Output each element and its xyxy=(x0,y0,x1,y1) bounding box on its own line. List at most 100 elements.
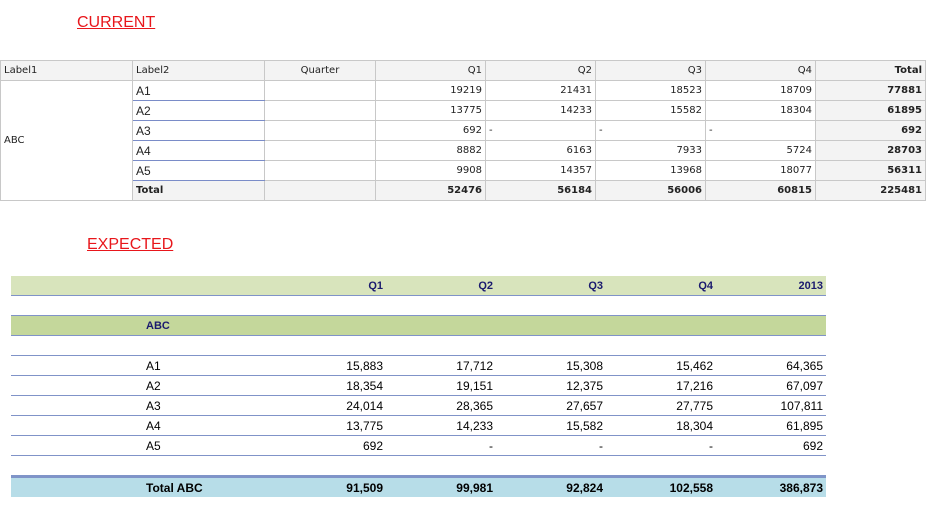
total-row: Total 52476 56184 56006 60815 225481 xyxy=(1,180,926,201)
spacer-cell xyxy=(276,455,386,477)
table-row: ABC A1 19219 21431 18523 18709 77881 xyxy=(0,80,926,201)
quarter-cell xyxy=(264,140,376,161)
header-blank xyxy=(11,276,276,296)
table-row: A3 24,014 28,365 27,657 27,775 107,811 xyxy=(11,395,826,416)
value-cell: 64,365 xyxy=(716,355,826,376)
spacer-row xyxy=(11,455,826,477)
value-cell: 13968 xyxy=(595,160,706,181)
column-header: Label2 xyxy=(132,60,265,81)
header-row: Label1 Label2 Quarter Q1 Q2 Q3 Q4 Total xyxy=(0,60,926,81)
spacer-cell xyxy=(276,295,386,316)
total-cell: 99,981 xyxy=(386,475,496,497)
value-cell: - xyxy=(705,120,816,141)
column-header: Total xyxy=(815,60,926,81)
value-cell: 15,462 xyxy=(606,355,716,376)
value-cell: 15,582 xyxy=(496,415,606,436)
quarter-cell xyxy=(264,80,376,101)
spacer-row xyxy=(11,335,826,356)
table-row: A3 692- - -692 xyxy=(1,120,926,141)
header-row: Q1 Q2 Q3 Q4 2013 xyxy=(11,276,826,296)
group-cell xyxy=(276,315,386,336)
column-header: 2013 xyxy=(716,276,826,296)
value-cell: 15,883 xyxy=(276,355,386,376)
column-header: Label1 xyxy=(0,60,133,81)
value-cell: 18523 xyxy=(595,80,706,101)
value-cell: - xyxy=(496,435,606,456)
spacer-cell xyxy=(496,295,606,316)
row-total: 77881 xyxy=(815,80,926,101)
table-row: A4 13,775 14,233 15,582 18,304 61,895 xyxy=(11,415,826,436)
value-cell: 13775 xyxy=(375,100,486,121)
row-label: A4 xyxy=(11,415,276,436)
row-label-2: A4 xyxy=(132,140,265,161)
value-cell: 17,216 xyxy=(606,375,716,396)
group-cell xyxy=(386,315,496,336)
value-cell: 107,811 xyxy=(716,395,826,416)
table-row: A2 18,354 19,151 12,375 17,216 67,097 xyxy=(11,375,826,396)
row-label-2: A3 xyxy=(132,120,265,141)
row-label-2: Total xyxy=(132,180,265,201)
grand-total: 225481 xyxy=(815,180,926,201)
value-cell: - xyxy=(606,435,716,456)
total-cell: 102,558 xyxy=(606,475,716,497)
spacer-cell xyxy=(496,455,606,477)
table-row: A4 8882 6163 7933 5724 28703 xyxy=(1,140,926,161)
spacer-cell xyxy=(386,335,496,356)
column-header: Q3 xyxy=(496,276,606,296)
expected-report-table: Q1 Q2 Q3 Q4 2013 ABC A1 15,883 17,712 15,308 15,46… xyxy=(11,276,826,497)
value-cell: 14357 xyxy=(485,160,596,181)
row-label: A3 xyxy=(11,395,276,416)
row-label-2: A1 xyxy=(132,80,265,101)
value-cell: 8882 xyxy=(375,140,486,161)
row-total: 28703 xyxy=(815,140,926,161)
spacer-cell xyxy=(716,455,826,477)
column-total: 60815 xyxy=(705,180,816,201)
value-cell: 13,775 xyxy=(276,415,386,436)
value-cell: 18,354 xyxy=(276,375,386,396)
value-cell: 7933 xyxy=(595,140,706,161)
value-cell: - xyxy=(485,120,596,141)
total-label: Total ABC xyxy=(11,475,276,497)
value-cell: 14233 xyxy=(485,100,596,121)
column-total: 56184 xyxy=(485,180,596,201)
value-cell: 19219 xyxy=(375,80,486,101)
spacer-cell xyxy=(11,295,276,316)
spacer-cell xyxy=(11,335,276,356)
value-cell: 692 xyxy=(276,435,386,456)
row-total: 692 xyxy=(815,120,926,141)
spacer-cell xyxy=(386,455,496,477)
row-label-1: ABC xyxy=(0,80,133,201)
table-row: A5 9908 14357 13968 18077 56311 xyxy=(1,160,926,181)
value-cell: 692 xyxy=(716,435,826,456)
value-cell: 28,365 xyxy=(386,395,496,416)
value-cell: 61,895 xyxy=(716,415,826,436)
expected-title: EXPECTED xyxy=(87,236,174,253)
value-cell: 27,657 xyxy=(496,395,606,416)
value-cell: 5724 xyxy=(705,140,816,161)
value-cell: 692 xyxy=(375,120,486,141)
row-label: A2 xyxy=(11,375,276,396)
value-cell: 18077 xyxy=(705,160,816,181)
table-row: A2 13775 14233 15582 18304 61895 xyxy=(1,100,926,121)
column-total: 52476 xyxy=(375,180,486,201)
spacer-cell xyxy=(496,335,606,356)
column-header: Q4 xyxy=(705,60,816,81)
value-cell: 15582 xyxy=(595,100,706,121)
current-title: CURRENT xyxy=(77,14,156,31)
value-cell: 17,712 xyxy=(386,355,496,376)
value-cell: 18304 xyxy=(705,100,816,121)
row-total: 56311 xyxy=(815,160,926,181)
total-row: Total ABC 91,509 99,981 92,824 102,558 386,87… xyxy=(11,475,826,497)
row-total: 61895 xyxy=(815,100,926,121)
total-cell: 91,509 xyxy=(276,475,386,497)
value-cell: - xyxy=(386,435,496,456)
spacer-cell xyxy=(386,295,496,316)
group-cell xyxy=(606,315,716,336)
value-cell: 15,308 xyxy=(496,355,606,376)
column-header: Q3 xyxy=(595,60,706,81)
spacer-cell xyxy=(276,335,386,356)
column-total: 56006 xyxy=(595,180,706,201)
group-row: ABC xyxy=(11,315,826,336)
quarter-cell xyxy=(264,180,376,201)
current-pivot-table: Label1 Label2 Quarter Q1 Q2 Q3 Q4 Total ABC A1 192… xyxy=(0,60,926,201)
